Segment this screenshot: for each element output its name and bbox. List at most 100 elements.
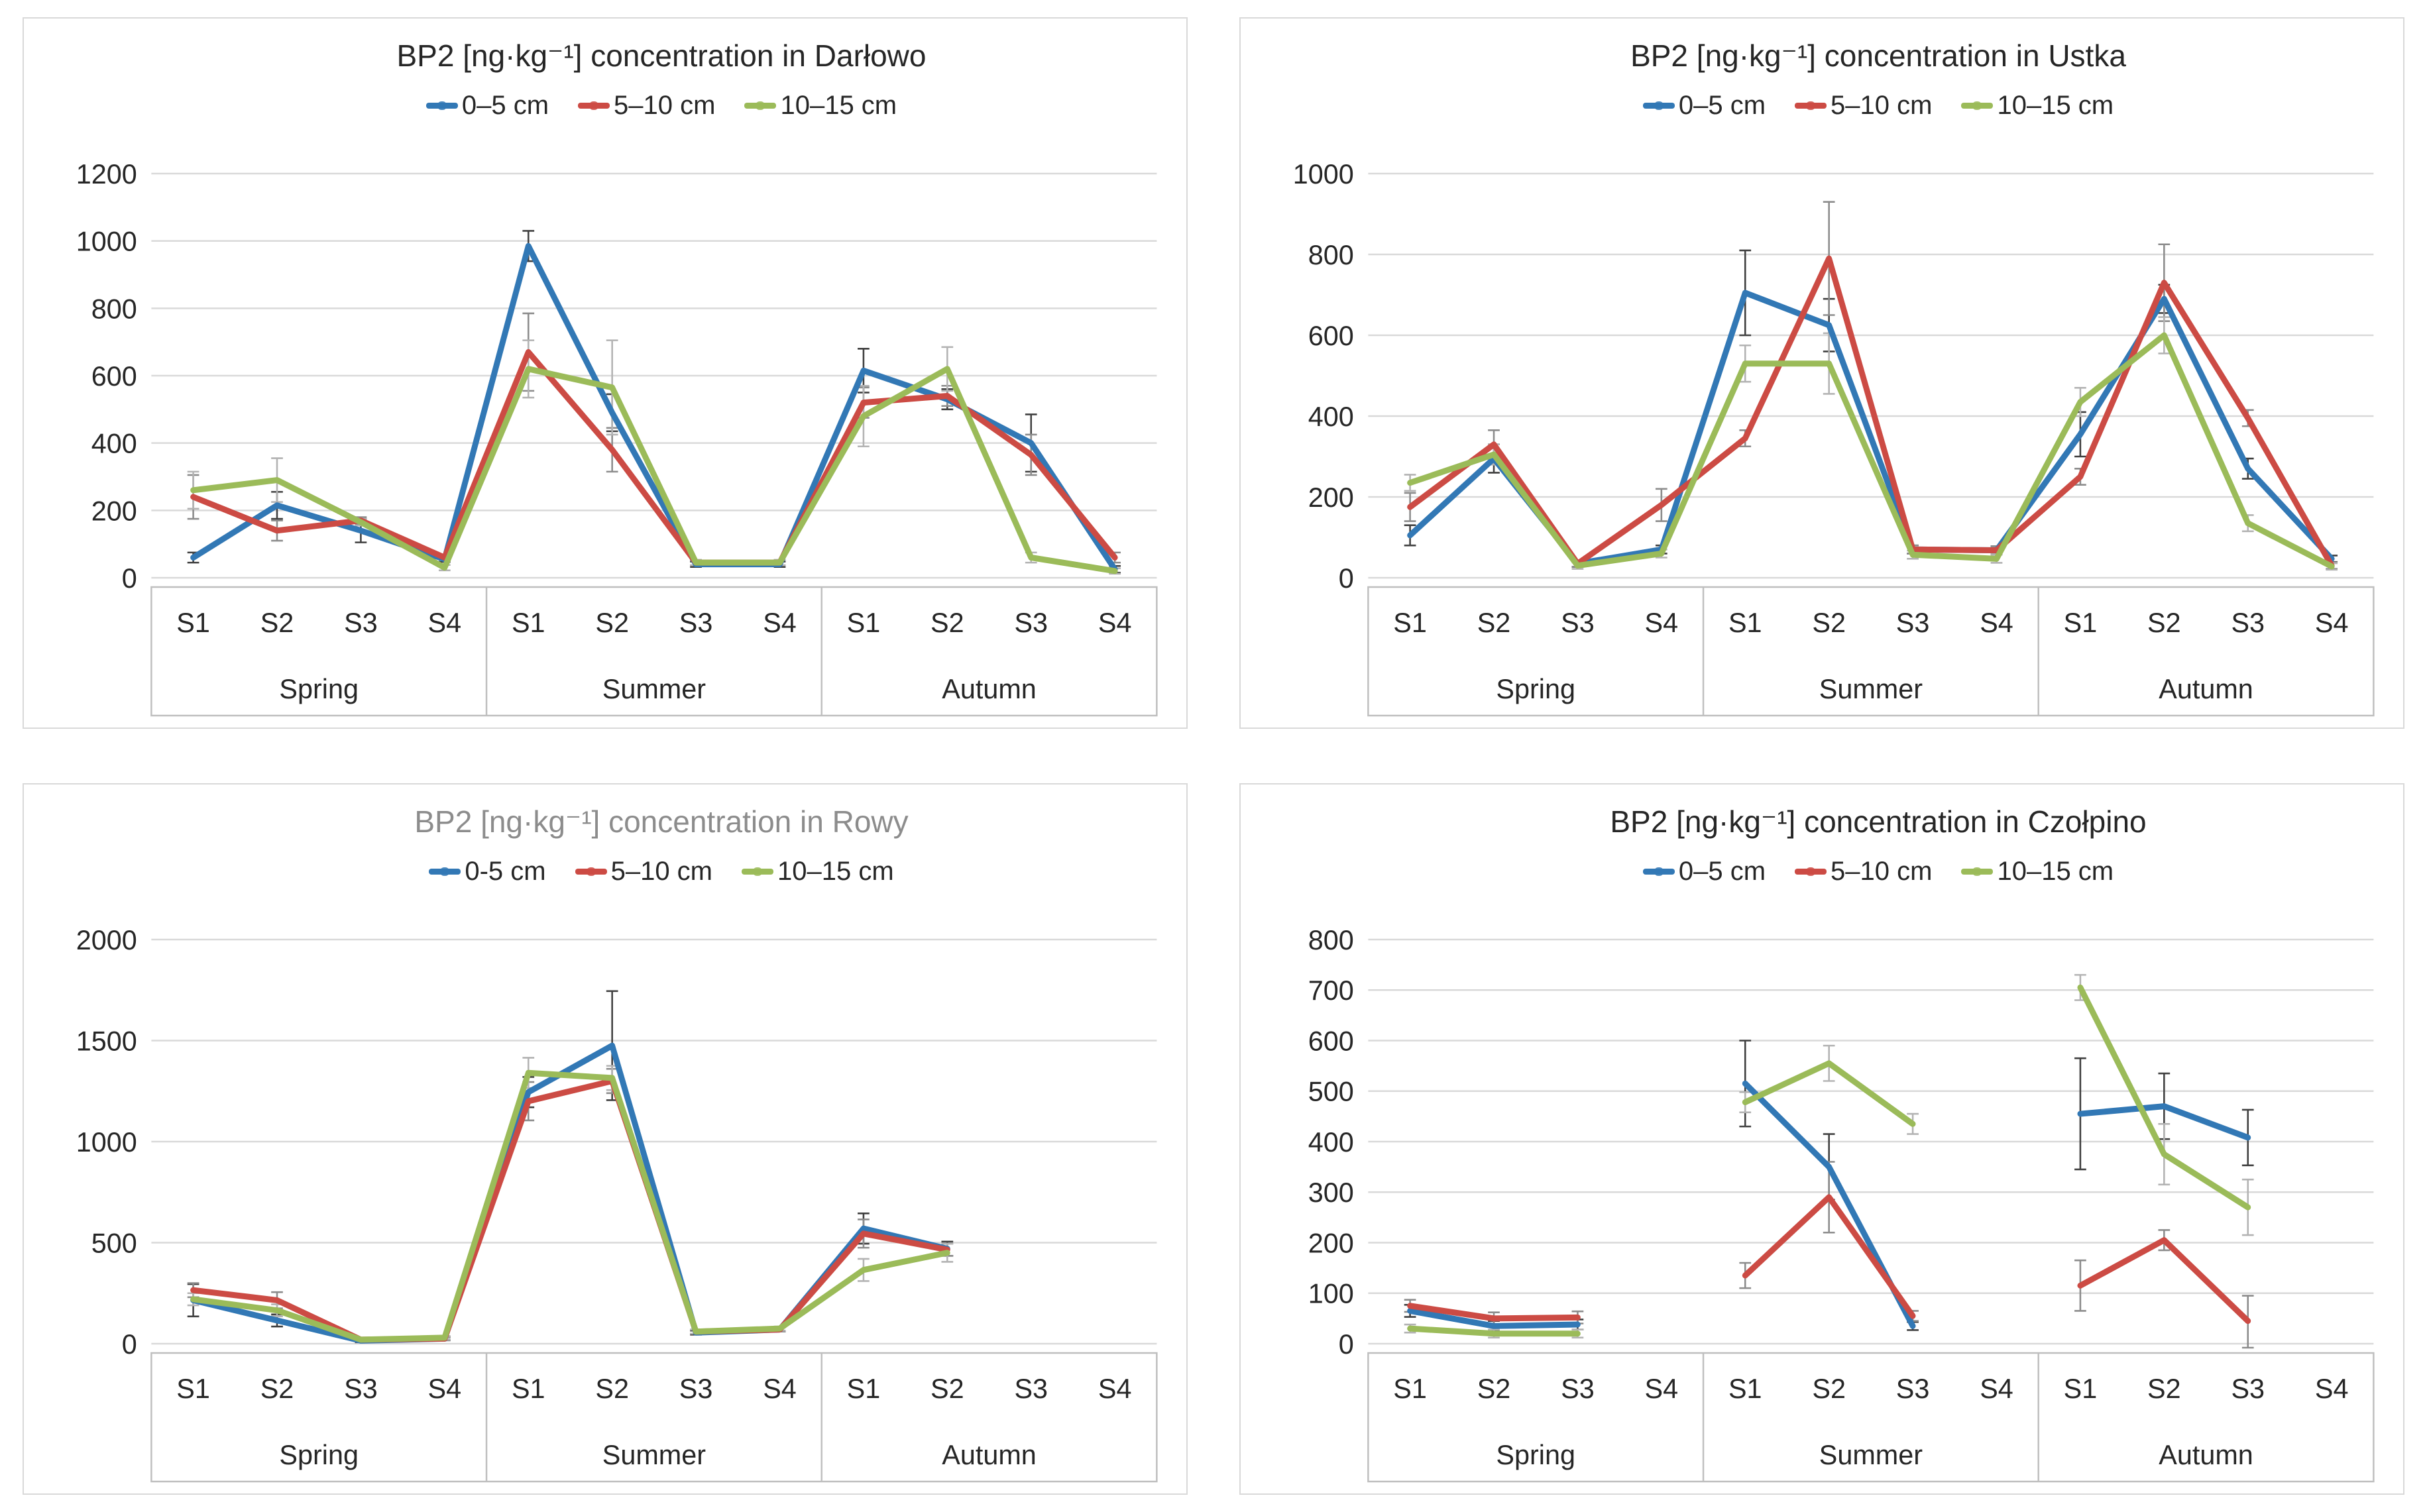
station-label: S4: [1980, 1373, 2013, 1404]
legend-item-10-15-cm: 10–15 cm: [742, 857, 894, 887]
legend-label: 10–15 cm: [780, 90, 897, 120]
chart-plot: S1 S2 S3 S4 Spring S1 S2 S3 S4 Summer S1 S2 S3 S4 Autu…: [1308, 924, 2375, 1483]
legend-item-10-15-cm: 10–15 cm: [744, 91, 897, 121]
series-segment: [1742, 1060, 1916, 1127]
station-label: S2: [1477, 1373, 1511, 1404]
legend-item-0-5-cm: 0–5 cm: [1642, 91, 1766, 121]
x-axis: S1 S2 S3 S4 Spring S1 S2 S3 S4 Summer S1 S2 S3 S4 Autu…: [150, 1352, 1158, 1483]
legend-line-marker-icon: [1642, 867, 1675, 876]
y-tick-label: 600: [91, 360, 137, 392]
series-line-5-10-cm: [190, 1078, 950, 1343]
y-tick-label: 800: [1308, 239, 1354, 270]
station-label: S1: [847, 607, 881, 638]
y-tick-label: 1200: [76, 158, 137, 189]
station-label: S3: [679, 1373, 713, 1404]
y-axis-labels: 0 200 400 600 800 1000 1200: [76, 158, 137, 594]
station-label: S1: [176, 1373, 210, 1404]
x-axis: S1 S2 S3 S4 Spring S1 S2 S3 S4 Summer S1 S2 S3 S4 Autu…: [1367, 586, 2375, 717]
legend-label: 5–10 cm: [614, 90, 716, 120]
y-tick-label: 100: [1308, 1277, 1354, 1309]
station-label: S4: [428, 1373, 462, 1404]
chart-legend: 0–5 cm 5–10 cm 10–15 cm: [1254, 83, 2390, 127]
y-tick-label: 400: [91, 427, 137, 459]
station-label: S2: [2147, 607, 2181, 638]
legend-line-marker-icon: [575, 867, 607, 876]
y-tick-label: 0: [1339, 563, 1354, 594]
error-bars: [1404, 974, 2254, 1349]
legend-label: 0-5 cm: [465, 856, 546, 886]
station-label: S2: [595, 607, 629, 638]
station-label: S1: [1393, 1373, 1427, 1404]
station-label: S2: [931, 1373, 964, 1404]
y-tick-label: 200: [1308, 482, 1354, 513]
legend-item-0-5-cm: 0–5 cm: [425, 91, 549, 121]
station-label: S1: [2064, 1373, 2098, 1404]
season-label: Summer: [1819, 673, 1923, 704]
chart-title: BP2 [ng·kg⁻¹] concentration in Ustka: [1630, 38, 2126, 73]
station-label: S1: [512, 607, 545, 638]
station-label: S3: [1896, 607, 1930, 638]
series-segment: [1407, 1303, 1581, 1322]
legend-item-0-5-cm: 0-5 cm: [429, 856, 546, 887]
legend-line-marker-icon: [1961, 101, 1994, 110]
station-label: S3: [1561, 1373, 1595, 1404]
legend-line-marker-icon: [578, 101, 610, 110]
y-tick-label: 400: [1308, 1126, 1354, 1158]
legend-item-5-10-cm: 5–10 cm: [1795, 91, 1932, 121]
chart-panel-ustka: BP2 [ng·kg⁻¹] concentration in Ustka 0–5…: [1239, 17, 2404, 729]
season-label: Autumn: [2159, 1439, 2253, 1470]
legend-line-marker-icon: [744, 101, 777, 110]
series-segment: [190, 1078, 950, 1343]
y-tick-label: 300: [1308, 1177, 1354, 1208]
gridlines: [1368, 938, 2374, 1345]
chart-legend: 0–5 cm 5–10 cm 10–15 cm: [1254, 849, 2390, 893]
y-tick-label: 200: [1308, 1227, 1354, 1258]
chart-panel-czo-pino: BP2 [ng·kg⁻¹] concentration in Czołpino …: [1239, 783, 2404, 1495]
station-label: S4: [763, 607, 797, 638]
station-label: S2: [931, 607, 964, 638]
chart-title: BP2 [ng·kg⁻¹] concentration in Czołpino: [1610, 804, 2147, 839]
y-tick-label: 800: [91, 293, 137, 324]
series-segment: [1407, 332, 2335, 570]
series-line-5-10-cm: [190, 349, 1118, 566]
y-tick-label: 500: [1308, 1075, 1354, 1107]
legend-item-0-5-cm: 0–5 cm: [1642, 857, 1766, 887]
station-label: S3: [2231, 607, 2265, 638]
y-axis-labels: 0 200 400 600 800 1000: [1293, 158, 1354, 594]
legend-line-marker-icon: [1795, 867, 1827, 876]
station-label: S3: [344, 607, 378, 638]
y-tick-label: 600: [1308, 320, 1354, 351]
y-tick-label: 1000: [76, 1126, 137, 1158]
station-label: S1: [1728, 607, 1762, 638]
series-segment: [190, 349, 1118, 566]
legend-item-10-15-cm: 10–15 cm: [1961, 91, 2114, 121]
series-line-10-15-cm: [1407, 332, 2335, 570]
y-tick-label: 0: [122, 563, 137, 594]
chart-title: BP2 [ng·kg⁻¹] concentration in Darłowo: [396, 38, 927, 73]
station-label: S1: [847, 1373, 881, 1404]
y-tick-label: 200: [91, 495, 137, 526]
x-axis: S1 S2 S3 S4 Spring S1 S2 S3 S4 Summer S1 S2 S3 S4 Autu…: [1367, 1352, 2375, 1483]
season-label: Spring: [279, 673, 359, 704]
station-label: S2: [260, 607, 294, 638]
series-line-5-10-cm: [1407, 255, 2335, 569]
x-axis-box: [150, 586, 1158, 717]
legend-line-marker-icon: [1642, 101, 1675, 110]
legend-label: 5–10 cm: [1831, 90, 1933, 120]
x-axis-box: [1367, 1352, 2375, 1483]
series-segment: [1742, 1194, 1916, 1319]
y-tick-label: 1500: [76, 1025, 137, 1056]
season-label: Spring: [1496, 1439, 1575, 1470]
chart-plot: S1 S2 S3 S4 Spring S1 S2 S3 S4 Summer S1 S2 S3 S4 Autu…: [76, 924, 1158, 1483]
station-label: S4: [2315, 1373, 2349, 1404]
chart-title: BP2 [ng·kg⁻¹] concentration in Rowy: [414, 804, 909, 839]
season-label: Spring: [1496, 673, 1575, 704]
station-label: S1: [512, 1373, 545, 1404]
y-tick-label: 500: [91, 1227, 137, 1258]
station-label: S4: [763, 1373, 797, 1404]
legend-label: 10–15 cm: [1997, 856, 2114, 886]
y-axis-labels: 0 500 1000 1500 2000: [76, 924, 137, 1360]
season-label: Summer: [1819, 1439, 1923, 1470]
station-label: S2: [1812, 1373, 1846, 1404]
station-label: S1: [1393, 607, 1427, 638]
